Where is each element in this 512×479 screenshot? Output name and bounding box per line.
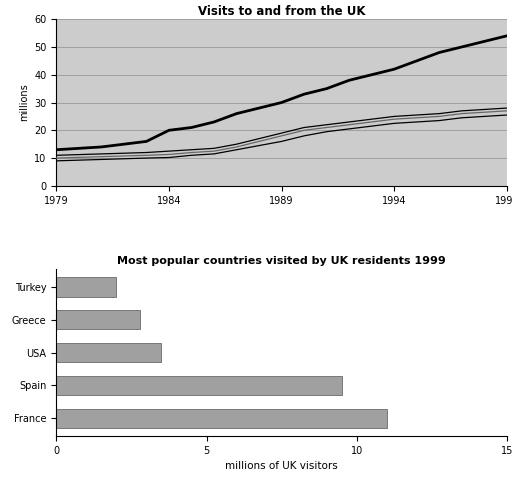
X-axis label: millions of UK visitors: millions of UK visitors — [225, 461, 338, 471]
Bar — [56, 310, 140, 330]
Bar — [56, 277, 116, 297]
Y-axis label: millions: millions — [18, 84, 29, 121]
Title: Visits to and from the UK: Visits to and from the UK — [198, 5, 366, 18]
Bar — [56, 376, 342, 395]
Bar — [56, 409, 387, 428]
Bar — [56, 342, 161, 363]
Title: Most popular countries visited by UK residents 1999: Most popular countries visited by UK res… — [117, 256, 446, 266]
